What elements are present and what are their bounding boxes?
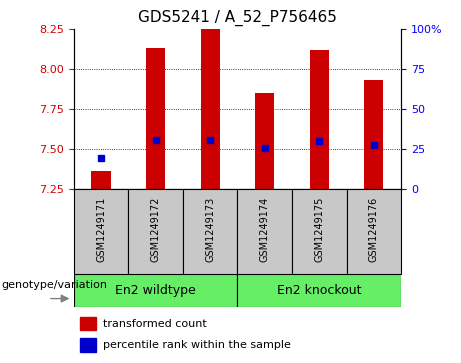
Text: En2 wildtype: En2 wildtype [115, 284, 196, 297]
Text: GSM1249175: GSM1249175 [314, 197, 324, 262]
Text: GSM1249171: GSM1249171 [96, 197, 106, 262]
FancyBboxPatch shape [292, 189, 347, 274]
Bar [255, 93, 274, 189]
Text: percentile rank within the sample: percentile rank within the sample [103, 340, 291, 350]
FancyBboxPatch shape [237, 274, 401, 307]
Text: GSM1249174: GSM1249174 [260, 197, 270, 262]
Text: GSM1249176: GSM1249176 [369, 197, 379, 262]
Bar [146, 48, 165, 189]
Bar [80, 317, 96, 330]
Title: GDS5241 / A_52_P756465: GDS5241 / A_52_P756465 [138, 10, 337, 26]
Text: En2 knockout: En2 knockout [277, 284, 361, 297]
FancyBboxPatch shape [237, 189, 292, 274]
Text: GSM1249173: GSM1249173 [205, 197, 215, 262]
Bar [201, 29, 220, 189]
Text: genotype/variation: genotype/variation [1, 281, 107, 290]
FancyBboxPatch shape [74, 189, 128, 274]
FancyBboxPatch shape [183, 189, 237, 274]
FancyBboxPatch shape [128, 189, 183, 274]
Bar [310, 50, 329, 189]
FancyBboxPatch shape [74, 274, 237, 307]
Bar [91, 171, 111, 189]
Text: GSM1249172: GSM1249172 [151, 197, 160, 262]
Bar [80, 338, 96, 352]
FancyBboxPatch shape [347, 189, 401, 274]
Bar [364, 80, 384, 189]
Text: transformed count: transformed count [103, 318, 207, 329]
